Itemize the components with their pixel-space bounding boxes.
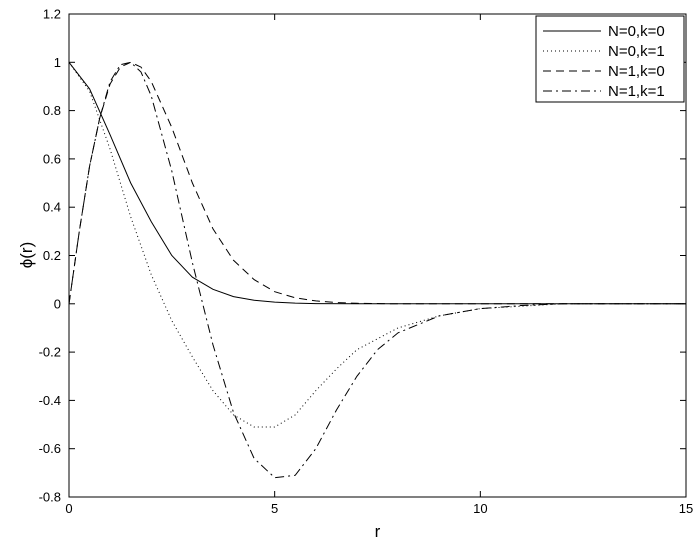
y-tick-label: 0.2 — [43, 248, 61, 263]
x-tick-label: 5 — [271, 501, 278, 516]
legend-label-1: N=0,k=0 — [608, 23, 665, 40]
series-line-1 — [68, 61, 686, 305]
y-tick-label: -0.2 — [39, 345, 61, 360]
y-tick-label: 0 — [54, 296, 61, 311]
y-tick-label: 1.2 — [43, 7, 61, 22]
legend-box — [535, 15, 685, 103]
legend-label-2: N=0,k=1 — [608, 43, 665, 60]
x-tick-label: 15 — [679, 501, 693, 516]
series-line-4 — [68, 61, 686, 479]
legend-label-4: N=1,k=1 — [608, 83, 665, 100]
y-axis-label: ϕ(r) — [17, 242, 36, 269]
legend: N=0,k=0 N=0,k=1 N=1,k=0 N=1,k=1 — [535, 15, 685, 103]
x-tick-label: 0 — [65, 501, 72, 516]
x-axis-label: r — [375, 522, 381, 541]
y-tick-label: -0.6 — [39, 441, 61, 456]
x-tick-label: 10 — [473, 501, 487, 516]
y-tick-label: 0.8 — [43, 103, 61, 118]
y-tick-label: 0.6 — [43, 151, 61, 166]
y-tick-label: -0.8 — [39, 490, 61, 505]
y-tick-label: 1 — [54, 55, 61, 70]
y-tick-label: -0.4 — [39, 393, 61, 408]
y-tick-label: 0.4 — [43, 200, 61, 215]
legend-label-3: N=1,k=0 — [608, 63, 665, 80]
axis-ticks: 0 5 10 15 -0.8 -0.6 -0.4 -0.2 0 0.2 0.4 0.6 0.8 1 1.2 — [39, 7, 694, 517]
series-line-2 — [68, 62, 686, 428]
series-lines — [68, 61, 686, 479]
